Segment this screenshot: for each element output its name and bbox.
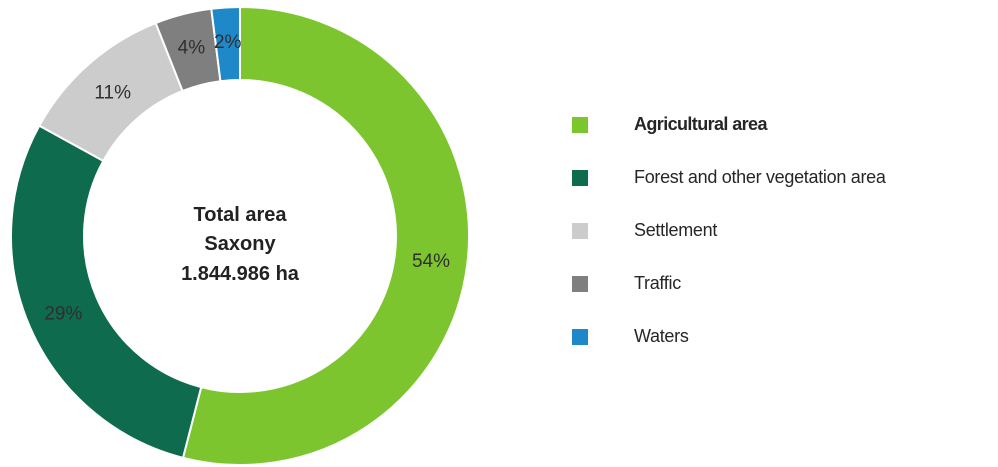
slice-label-agricultural-area: 54% — [412, 251, 450, 272]
legend-item-settlement: Settlement — [572, 204, 886, 257]
donut-slices — [10, 5, 470, 466]
legend-label: Traffic — [634, 273, 681, 293]
legend-swatch — [572, 275, 588, 292]
center-label-line-1: Total area — [194, 204, 288, 226]
slice-waters — [210, 5, 241, 83]
slice-label-traffic: 4% — [178, 38, 206, 59]
legend-item-forest-and-other-vegetation-area: Forest and other vegetation area — [572, 151, 886, 204]
center-label-line-2: Saxony — [204, 233, 276, 255]
slice-label-forest-and-other-vegetation-area: 29% — [44, 303, 82, 324]
slice-agricultural-area — [181, 5, 470, 466]
legend-label: Agricultural area — [634, 114, 767, 134]
slice-forest-and-other-vegetation-area — [10, 124, 203, 460]
slice-value-labels: 54% 29% 11% 4% 2% — [44, 32, 450, 325]
legend-item-waters: Waters — [572, 310, 886, 363]
legend-label: Forest and other vegetation area — [634, 167, 886, 187]
slice-label-settlement: 11% — [94, 83, 131, 104]
chart-legend: Agricultural area Forest and other vegeta… — [572, 98, 886, 363]
center-label-line-3: 1.844.986 ha — [181, 263, 300, 285]
slice-label-waters: 2% — [214, 32, 242, 53]
legend-swatch — [572, 169, 588, 186]
legend-item-traffic: Traffic — [572, 257, 886, 310]
center-label: Total area Saxony 1.844.986 ha — [181, 204, 300, 285]
legend-swatch — [572, 328, 588, 345]
legend-label: Waters — [634, 326, 689, 346]
legend-swatch — [572, 222, 588, 239]
legend-label: Settlement — [634, 220, 718, 240]
legend-item-agricultural-area: Agricultural area — [572, 98, 886, 151]
legend-swatch — [572, 116, 588, 133]
